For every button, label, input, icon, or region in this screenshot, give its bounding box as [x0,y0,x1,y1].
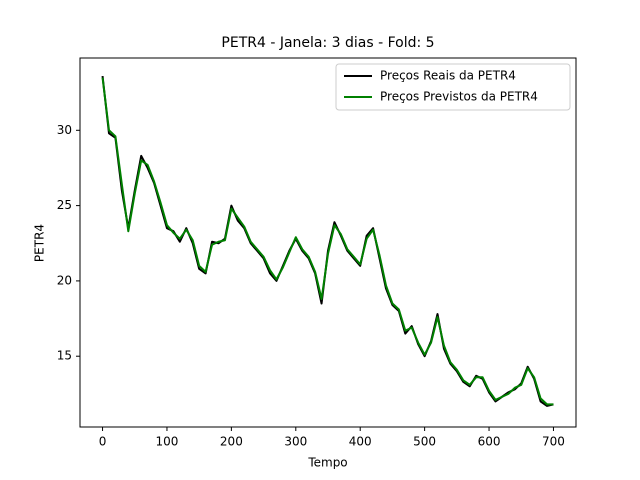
x-tick-label: 0 [99,435,107,449]
chart-title: PETR4 - Janela: 3 dias - Fold: 5 [221,35,434,51]
legend-label: Preços Previstos da PETR4 [380,90,538,104]
legend-label: Preços Reais da PETR4 [380,69,516,83]
y-tick-label: 25 [57,198,72,212]
series-line [101,77,554,406]
x-tick-label: 300 [284,435,307,449]
x-tick-label: 500 [413,435,436,449]
x-tick-label: 100 [156,435,179,449]
plot-frame [79,57,577,428]
y-tick-label: 20 [57,273,72,287]
x-tick-label: 200 [220,435,243,449]
y-tick-label: 15 [57,349,72,363]
x-tick-label: 700 [542,435,565,449]
y-axis-label: PETR4 [33,224,47,262]
x-axis-label: Tempo [307,456,347,470]
x-tick-label: 600 [478,435,501,449]
legend-box [335,63,571,111]
x-tick-label: 400 [349,435,372,449]
y-tick-label: 30 [57,123,72,137]
